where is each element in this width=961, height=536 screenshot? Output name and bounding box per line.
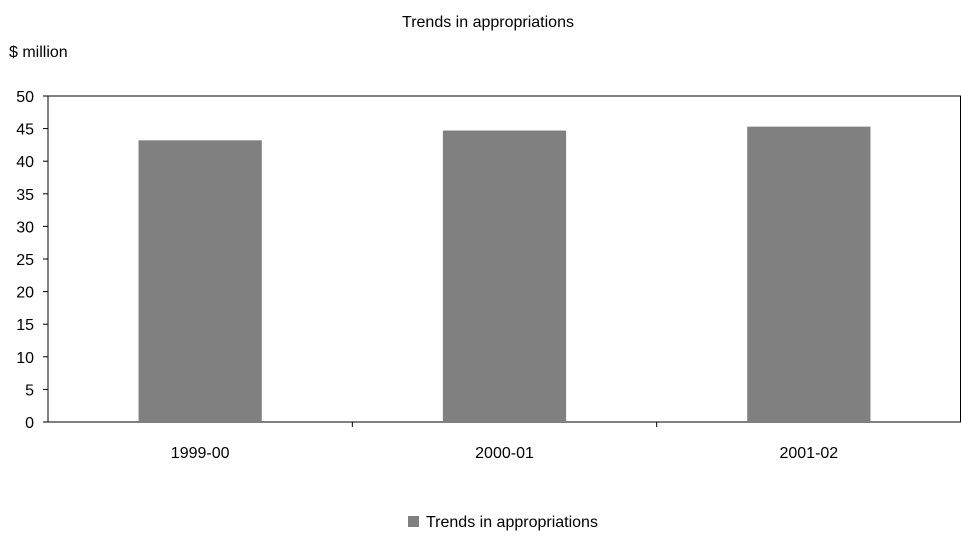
y-tick-label: 15 — [16, 317, 34, 334]
plot-area: 0 5 10 15 20 25 30 35 40 45 50 1999-00 2000-01 2001-0… — [16, 89, 961, 462]
y-tick-label: 50 — [16, 89, 34, 106]
chart-title: Trends in appropriations — [402, 14, 574, 31]
y-tick-label: 45 — [16, 122, 34, 139]
x-tick-label: 2001-02 — [779, 445, 838, 462]
y-tick-label: 0 — [25, 415, 34, 432]
x-tick-label: 1999-00 — [171, 445, 230, 462]
y-axis-label: $ million — [9, 44, 68, 61]
y-tick-label: 25 — [16, 252, 34, 269]
y-tick-label: 35 — [16, 187, 34, 204]
x-tick-label: 2000-01 — [475, 445, 534, 462]
y-tick-label: 30 — [16, 219, 34, 236]
bar — [747, 126, 871, 423]
y-tick-label: 20 — [16, 285, 34, 302]
y-tick-label: 10 — [16, 350, 34, 367]
bar — [138, 140, 262, 422]
y-tick-label: 5 — [25, 382, 34, 399]
y-tick-label: 40 — [16, 154, 34, 171]
bar — [442, 130, 567, 422]
legend-swatch — [408, 516, 419, 527]
legend: Trends in appropriations — [408, 514, 598, 531]
legend-label: Trends in appropriations — [426, 514, 598, 531]
